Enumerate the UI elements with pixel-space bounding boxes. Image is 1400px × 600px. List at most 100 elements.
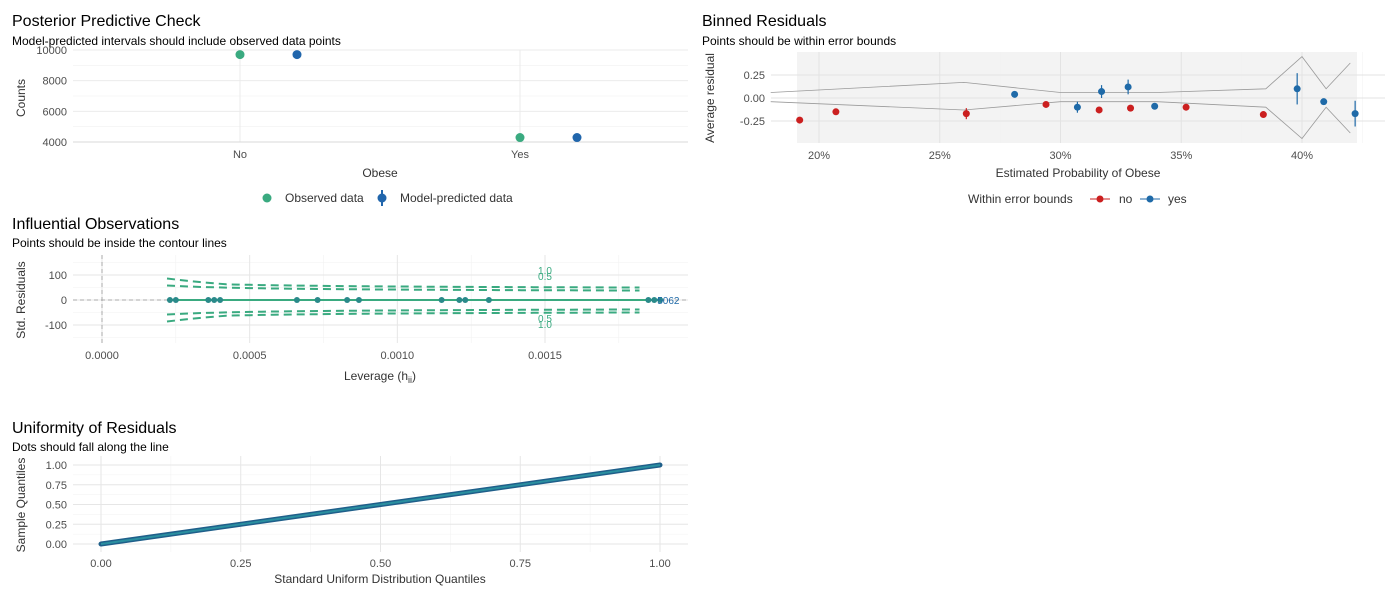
observation-point bbox=[293, 297, 300, 303]
binned-legend: Within error bounds no yes bbox=[968, 192, 1187, 206]
binned-panel: Binned Residuals Points should be within… bbox=[702, 13, 1385, 206]
binned-marks bbox=[770, 56, 1359, 140]
binned-point bbox=[1073, 103, 1081, 111]
binned-x-tick: 30% bbox=[1049, 150, 1071, 162]
legend-no-label: no bbox=[1119, 192, 1133, 206]
binned-point bbox=[1098, 88, 1106, 96]
legend-observed-label: Observed data bbox=[285, 191, 364, 205]
uniform-x-tick: 0.50 bbox=[370, 558, 391, 570]
observation-point bbox=[205, 297, 212, 303]
binned-point bbox=[962, 110, 970, 118]
uniform-y-tick: 1.00 bbox=[46, 460, 67, 472]
contour-label: 1.0 bbox=[538, 266, 552, 277]
uniform-x-tick: 0.00 bbox=[90, 558, 111, 570]
observation-point bbox=[355, 297, 362, 303]
ppc-y-tick: 6000 bbox=[43, 106, 67, 118]
contour-label: 0.5 bbox=[538, 314, 552, 325]
binned-point bbox=[1259, 111, 1267, 119]
influential-y-tick: 100 bbox=[49, 270, 67, 282]
binned-point bbox=[1293, 85, 1301, 93]
ppc-y-tick: 8000 bbox=[43, 76, 67, 88]
legend-yes-label: yes bbox=[1168, 192, 1187, 206]
lower-error-bound bbox=[770, 101, 1351, 140]
observation-point bbox=[211, 297, 218, 303]
ppc-y-tick: 4000 bbox=[43, 137, 67, 149]
observation-point bbox=[172, 297, 179, 303]
influential-title: Influential Observations bbox=[12, 216, 179, 233]
contour-lower-inner bbox=[166, 308, 640, 316]
binned-point bbox=[1011, 90, 1019, 98]
ppc-marks bbox=[235, 50, 582, 143]
binned-x-tick: 40% bbox=[1291, 150, 1313, 162]
observation-label: 5062 bbox=[657, 296, 680, 307]
binned-y-tick: 0.00 bbox=[744, 93, 765, 105]
ppc-title: Posterior Predictive Check bbox=[12, 13, 202, 30]
uniform-x-tick: 0.25 bbox=[230, 558, 251, 570]
contour-label: 0.5 bbox=[538, 272, 552, 283]
predicted-point bbox=[292, 50, 302, 60]
upper-error-bound bbox=[770, 56, 1351, 93]
legend-observed-key bbox=[262, 193, 272, 203]
binned-point bbox=[796, 116, 804, 124]
legend-no-key bbox=[1096, 195, 1104, 203]
ppc-x-tick: Yes bbox=[511, 149, 529, 161]
observation-point bbox=[314, 297, 321, 303]
uniform-y-label: Sample Quantiles bbox=[14, 458, 28, 553]
observation-point bbox=[166, 297, 173, 303]
observation-point bbox=[438, 297, 445, 303]
uniform-x-label: Standard Uniform Distribution Quantiles bbox=[274, 572, 485, 586]
binned-title: Binned Residuals bbox=[702, 13, 827, 30]
binned-x-label: Estimated Probability of Obese bbox=[996, 166, 1161, 180]
observation-point bbox=[651, 297, 658, 303]
influential-subtitle: Points should be inside the contour line… bbox=[12, 236, 227, 250]
binned-y-label: Average residual bbox=[703, 53, 717, 143]
binned-point bbox=[1095, 106, 1103, 114]
legend-within-title: Within error bounds bbox=[968, 192, 1073, 206]
legend-predicted-label: Model-predicted data bbox=[400, 191, 513, 205]
binned-point bbox=[1182, 103, 1190, 111]
ppc-x-tick: No bbox=[233, 149, 247, 161]
binned-point bbox=[1151, 102, 1159, 110]
contour-upper-outer bbox=[166, 277, 640, 289]
observed-point bbox=[235, 50, 245, 60]
ppc-panel: Posterior Predictive Check Model-predict… bbox=[12, 13, 688, 206]
uniform-y-tick: 0.50 bbox=[46, 500, 67, 512]
influential-panel: Influential Observations Points should b… bbox=[12, 216, 688, 385]
uniform-y-tick: 0.75 bbox=[46, 480, 67, 492]
influential-y-label: Std. Residuals bbox=[14, 261, 28, 338]
observation-point bbox=[344, 297, 351, 303]
uniform-y-tick: 0.25 bbox=[46, 519, 67, 531]
contour-upper-inner bbox=[166, 284, 640, 292]
influential-x-label: Leverage (hii) bbox=[344, 369, 416, 385]
influential-x-tick: 0.0015 bbox=[528, 350, 562, 362]
uniform-y-tick: 0.00 bbox=[46, 539, 67, 551]
observation-point bbox=[657, 297, 664, 303]
contour-label: 1.0 bbox=[538, 320, 552, 331]
ppc-legend: Observed data Model-predicted data bbox=[262, 190, 513, 206]
uniform-marks bbox=[98, 462, 663, 547]
uniform-subtitle: Dots should fall along the line bbox=[12, 440, 169, 454]
observation-point bbox=[645, 297, 652, 303]
ppc-subtitle: Model-predicted intervals should include… bbox=[12, 34, 341, 48]
binned-x-tick: 25% bbox=[929, 150, 951, 162]
observation-point bbox=[485, 297, 492, 303]
binned-x-tick: 20% bbox=[808, 150, 830, 162]
ppc-grid: 4000 6000 8000 10000 No Yes bbox=[36, 45, 688, 161]
binned-point bbox=[832, 108, 840, 116]
binned-y-tick: 0.25 bbox=[744, 70, 765, 82]
ppc-y-label: Counts bbox=[14, 79, 28, 117]
binned-grid: 20% 25% 30% 35% 40% -0.25 0.00 0.25 bbox=[740, 52, 1385, 162]
observation-point bbox=[217, 297, 224, 303]
binned-x-tick: 35% bbox=[1170, 150, 1192, 162]
observation-point bbox=[456, 297, 463, 303]
binned-point bbox=[1320, 98, 1328, 106]
binned-point bbox=[1127, 104, 1135, 112]
legend-predicted-key bbox=[377, 193, 387, 203]
uniform-title: Uniformity of Residuals bbox=[12, 420, 177, 437]
uniform-panel: Uniformity of Residuals Dots should fall… bbox=[12, 420, 688, 586]
legend-yes-key bbox=[1146, 195, 1154, 203]
uniform-x-tick: 0.75 bbox=[510, 558, 531, 570]
influential-x-tick: 0.0010 bbox=[381, 350, 415, 362]
